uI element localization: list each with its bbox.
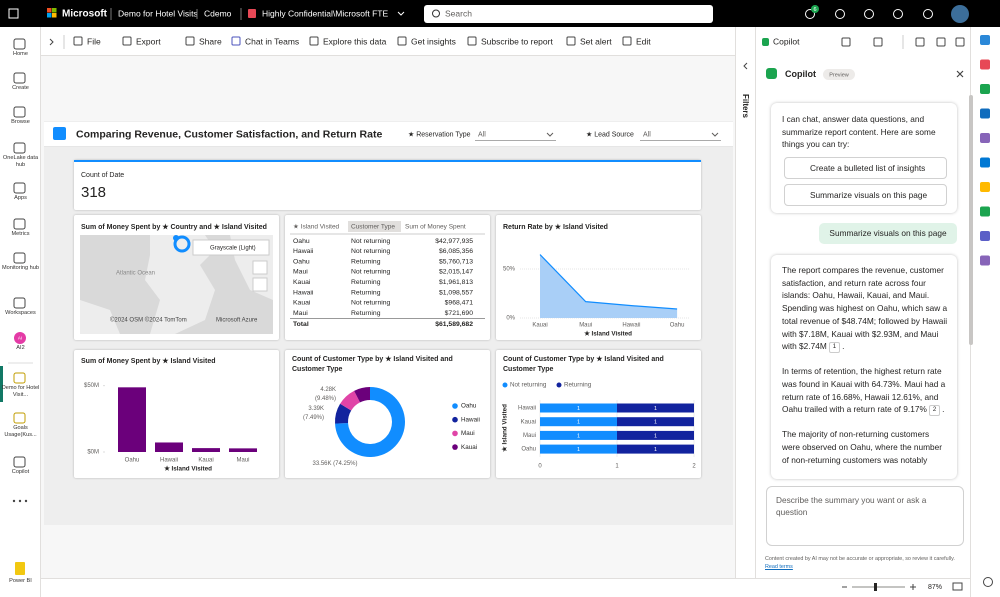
response-body: The report compares the revenue, custome…: [782, 264, 948, 478]
nav-item[interactable]: Browse: [11, 119, 30, 125]
nav-item[interactable]: Workspaces: [5, 310, 36, 316]
table-visual: [285, 215, 490, 340]
data-label: 3.39K (7.49%): [302, 406, 324, 421]
disclaimer: Content created by AI may not be accurat…: [765, 555, 965, 571]
nav-item[interactable]: Copilot: [11, 469, 30, 475]
nav-item[interactable]: Create: [12, 85, 29, 91]
visual-title: Count of Customer Type by ★ Island Visit…: [292, 356, 453, 373]
response-paragraph: The report compares the revenue, custome…: [782, 264, 948, 354]
terms-link[interactable]: Read terms: [765, 564, 793, 570]
nav-item[interactable]: Power BI: [9, 578, 32, 584]
citation-chip[interactable]: 2: [928, 405, 941, 417]
slicer-dropdown[interactable]: [640, 128, 721, 141]
search-box[interactable]: [424, 5, 713, 23]
nav-item[interactable]: Apps: [14, 195, 27, 201]
response-paragraph: The majority of non-returning customers …: [782, 428, 948, 466]
area-visual: [496, 215, 701, 340]
nav-item[interactable]: AI2: [16, 345, 25, 351]
disclaimer-text: Content created by AI may not be accurat…: [765, 556, 955, 562]
stacked-bar-visual: [496, 350, 701, 478]
chat-input[interactable]: Describe the summary you want or ask a q…: [766, 486, 964, 546]
nav-item[interactable]: Metrics: [11, 231, 30, 237]
map-visual: [74, 215, 279, 340]
nav-item[interactable]: Monitoring hub: [1, 265, 39, 271]
response-text: .: [842, 341, 845, 352]
suggestion-button[interactable]: Create a bulleted list of insights: [784, 157, 947, 179]
intro-card: I can chat, answer data questions, and s…: [771, 103, 957, 213]
response-text: .: [942, 404, 945, 415]
intro-text: I can chat, answer data questions, and s…: [782, 114, 936, 149]
user-message: Summarize visuals on this page: [819, 223, 957, 244]
response-card: The report compares the revenue, custome…: [771, 255, 957, 479]
toolbar: [41, 27, 735, 56]
nav-item[interactable]: Goals Usage(Kus...: [4, 425, 37, 438]
nav-active: [0, 366, 3, 402]
suggestion-button[interactable]: Summarize visuals on this page: [784, 184, 947, 206]
input-placeholder[interactable]: Describe the summary you want or ask a q…: [776, 495, 927, 517]
filters-pane[interactable]: [735, 27, 755, 578]
data-label: 33.56K (74.25%): [312, 461, 358, 467]
data-label: 4.28K (9.48%): [314, 387, 336, 402]
nav-item[interactable]: Demo for Hotel Visit...: [1, 385, 40, 398]
suggestion-label[interactable]: Summarize visuals on this page: [810, 190, 928, 200]
status-bar: [41, 578, 970, 597]
slicer-dropdown[interactable]: [475, 128, 556, 141]
visual-title: Count of Customer Type by ★ Island Visit…: [503, 356, 664, 373]
side-app-bar: [970, 27, 1000, 597]
kpi-card: [74, 160, 701, 210]
report-header: [44, 122, 733, 147]
response-text: In terms of retention, the highest retur…: [782, 366, 946, 415]
bar-visual: [74, 350, 279, 478]
citation-chip[interactable]: 1: [828, 342, 841, 354]
response-text: The report compares the revenue, custome…: [782, 265, 948, 352]
suggestion-label[interactable]: Create a bulleted list of insights: [810, 163, 926, 173]
response-paragraph: In terms of retention, the highest retur…: [782, 365, 948, 417]
response-text: The majority of non-returning customers …: [782, 429, 943, 465]
nav-item[interactable]: Home: [13, 51, 28, 57]
nav-item[interactable]: OneLake data hub: [2, 155, 39, 168]
